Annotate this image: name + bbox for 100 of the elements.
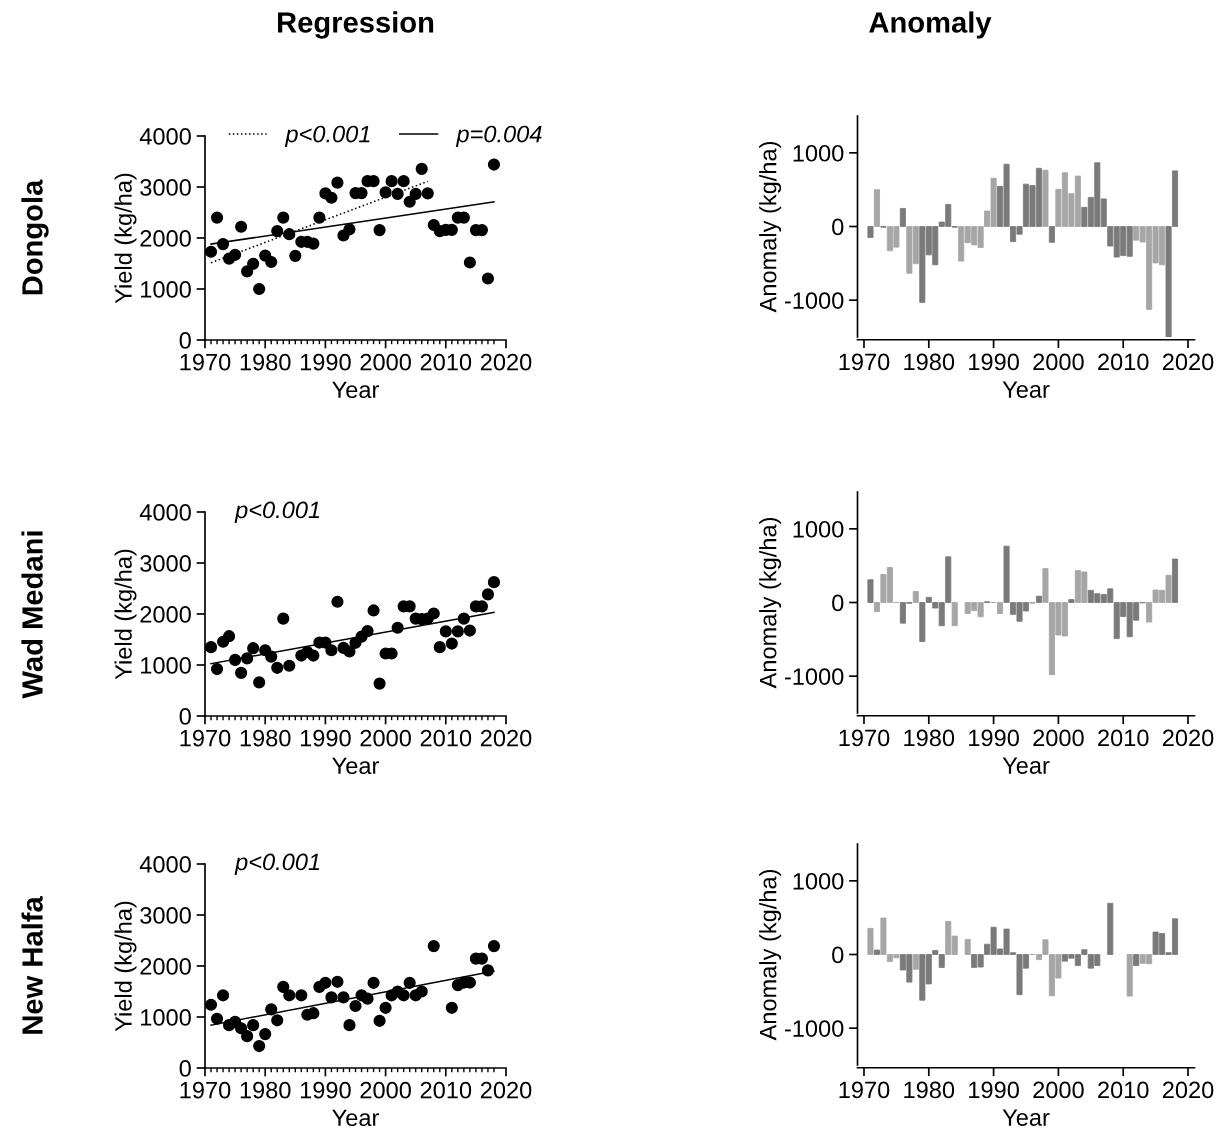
chart-title: Anomaly xyxy=(869,11,992,39)
y-tick-label: 0 xyxy=(179,708,191,725)
x-tick-label: 1970 xyxy=(839,729,890,747)
bar xyxy=(1035,595,1042,603)
point xyxy=(343,645,356,658)
x-tick-label: 1970 xyxy=(180,353,231,371)
point xyxy=(337,991,350,1004)
point xyxy=(433,641,446,654)
y-tick-label: 2000 xyxy=(140,230,191,247)
x-tick-label: 1980 xyxy=(240,729,291,747)
point xyxy=(265,255,278,269)
bar xyxy=(1126,954,1133,997)
y-tick-label: 0 xyxy=(179,332,191,349)
x-tick-label: 2000 xyxy=(1033,729,1084,747)
point xyxy=(457,612,470,625)
point xyxy=(373,224,386,237)
point xyxy=(313,211,326,224)
x-tick-label: 1990 xyxy=(300,353,351,371)
point xyxy=(271,661,284,674)
y-tick-label: 1000 xyxy=(793,520,844,538)
x-tick-label: 2010 xyxy=(420,729,472,747)
point xyxy=(349,999,362,1013)
bar xyxy=(873,189,880,227)
point xyxy=(283,659,296,672)
x-tick-label: 2010 xyxy=(1098,353,1149,371)
legend-label: p=0.004 xyxy=(455,125,542,148)
point xyxy=(331,176,344,189)
y-tick-label: 4000 xyxy=(139,504,191,521)
bar xyxy=(867,927,874,955)
y-tick-label: 1000 xyxy=(141,281,191,298)
point xyxy=(343,223,356,236)
point xyxy=(421,187,434,200)
point xyxy=(241,652,254,665)
x-tick-label: 2010 xyxy=(420,353,472,371)
y-tick-label: -1000 xyxy=(784,292,844,309)
y-tick-label: 2000 xyxy=(140,958,191,975)
x-tick-label: 1970 xyxy=(839,1081,890,1099)
point xyxy=(445,637,458,650)
point xyxy=(223,630,236,643)
x-tick-label: 2020 xyxy=(480,1081,532,1099)
x-tick-label: 2020 xyxy=(1162,729,1214,747)
x-tick-label: 2000 xyxy=(360,1081,411,1099)
x-tick-label: 1980 xyxy=(904,353,955,371)
point xyxy=(367,976,380,989)
point xyxy=(481,588,495,601)
y-tick-label: -1000 xyxy=(784,668,844,685)
x-tick-label: 1990 xyxy=(300,1081,351,1099)
x-tick-label: 1970 xyxy=(180,1081,231,1099)
point xyxy=(307,649,320,662)
y-tick-label: 1000 xyxy=(141,657,191,674)
point xyxy=(247,257,260,270)
point xyxy=(361,625,374,638)
point xyxy=(295,989,308,1002)
x-tick-label: 2010 xyxy=(1098,729,1149,747)
y-axis-title: Yield (kg/ha) xyxy=(114,549,137,680)
text: Dongola xyxy=(21,179,49,295)
bar xyxy=(867,579,874,603)
point xyxy=(463,624,476,637)
bar xyxy=(1133,954,1140,966)
x-tick-label: 2000 xyxy=(360,729,411,747)
point xyxy=(391,621,404,634)
point xyxy=(325,191,338,204)
y-axis-title: Anomaly (kg/ha) xyxy=(759,142,782,313)
bar xyxy=(899,208,906,227)
x-tick-label: 1990 xyxy=(969,729,1019,747)
y-tick-label: 3000 xyxy=(140,555,191,572)
y-tick-label: 0 xyxy=(832,218,844,236)
point xyxy=(331,595,344,608)
point xyxy=(235,666,248,679)
point xyxy=(259,1028,272,1041)
y-axis-title: Anomaly (kg/ha) xyxy=(759,870,782,1041)
point xyxy=(204,245,218,258)
point xyxy=(379,1001,392,1014)
text: New Halfa xyxy=(21,896,43,1034)
point xyxy=(216,989,230,1002)
y-tick-label: -1000 xyxy=(784,1020,844,1037)
y-axis-title: Anomaly (kg/ha) xyxy=(759,518,782,689)
point xyxy=(210,1012,224,1025)
x-tick-label: 2020 xyxy=(480,729,532,747)
point xyxy=(204,641,218,654)
point xyxy=(277,612,290,625)
point xyxy=(253,282,266,296)
point xyxy=(373,1014,386,1027)
x-axis-title: Year xyxy=(1002,381,1050,398)
point xyxy=(307,237,320,250)
annotation: p<0.001 xyxy=(234,853,320,876)
point xyxy=(283,989,296,1002)
bar xyxy=(1068,599,1075,603)
x-tick-label: 2020 xyxy=(480,353,532,371)
point xyxy=(427,607,440,620)
x-axis-title: Year xyxy=(332,1109,379,1127)
point xyxy=(283,228,296,241)
point xyxy=(409,187,422,200)
point xyxy=(415,985,428,998)
point xyxy=(331,975,344,988)
point xyxy=(229,653,242,666)
point xyxy=(210,663,224,676)
point xyxy=(427,940,440,953)
x-tick-label: 2020 xyxy=(1162,1081,1214,1099)
y-tick-label: 0 xyxy=(179,1060,191,1077)
